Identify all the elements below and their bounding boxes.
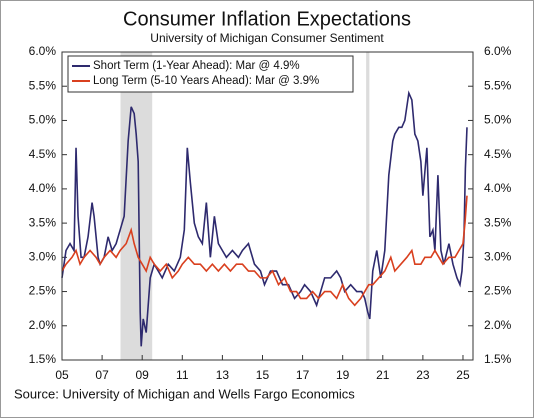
series-line bbox=[61, 195, 468, 307]
y2-tick-label: 3.0% bbox=[484, 250, 512, 264]
shaded-period bbox=[366, 52, 370, 360]
shaded-period bbox=[120, 52, 153, 360]
y2-tick-label: 6.0% bbox=[484, 44, 512, 58]
x-tick-label: 17 bbox=[296, 368, 310, 382]
legend-box bbox=[67, 55, 354, 93]
x-tick-label: 19 bbox=[336, 368, 350, 382]
x-tick-label: 11 bbox=[176, 368, 189, 382]
y-tick-label: 2.0% bbox=[29, 318, 57, 332]
x-tick-label: 23 bbox=[416, 368, 430, 382]
source-note: Source: University of Michigan and Wells… bbox=[14, 386, 355, 401]
y2-tick-label: 4.0% bbox=[484, 181, 512, 195]
y2-tick-label: 3.5% bbox=[484, 215, 512, 229]
x-tick-label: 13 bbox=[216, 368, 230, 382]
y2-tick-label: 5.5% bbox=[484, 78, 512, 92]
y-tick-label: 2.5% bbox=[29, 284, 57, 298]
y-tick-label: 1.5% bbox=[29, 352, 57, 366]
chart-title: Consumer Inflation Expectations bbox=[123, 8, 411, 30]
x-tick-label: 07 bbox=[95, 368, 109, 382]
y-tick-label: 6.0% bbox=[29, 44, 57, 58]
chart-subtitle: University of Michigan Consumer Sentimen… bbox=[150, 31, 384, 45]
y2-tick-label: 2.5% bbox=[484, 284, 512, 298]
x-tick-label: 21 bbox=[376, 368, 390, 382]
y2-tick-label: 2.0% bbox=[484, 318, 512, 332]
x-tick-label: 09 bbox=[136, 368, 150, 382]
x-tick-label: 15 bbox=[256, 368, 270, 382]
y2-tick-label: 1.5% bbox=[484, 352, 512, 366]
x-tick-label: 05 bbox=[55, 368, 69, 382]
y-tick-label: 4.5% bbox=[29, 147, 57, 161]
y-tick-label: 4.0% bbox=[29, 181, 57, 195]
y2-tick-label: 4.5% bbox=[484, 147, 512, 161]
legend-label: Short Term (1-Year Ahead): Mar @ 4.9% bbox=[93, 60, 300, 72]
y-tick-label: 5.5% bbox=[29, 78, 57, 92]
y2-tick-label: 5.0% bbox=[484, 113, 512, 127]
legend-label: Long Term (5-10 Years Ahead): Mar @ 3.9% bbox=[93, 75, 319, 87]
plot-frame bbox=[61, 51, 474, 361]
y-tick-label: 3.0% bbox=[29, 250, 57, 264]
y-tick-label: 3.5% bbox=[29, 215, 57, 229]
x-tick-label: 25 bbox=[456, 368, 470, 382]
y-tick-label: 5.0% bbox=[29, 113, 57, 127]
